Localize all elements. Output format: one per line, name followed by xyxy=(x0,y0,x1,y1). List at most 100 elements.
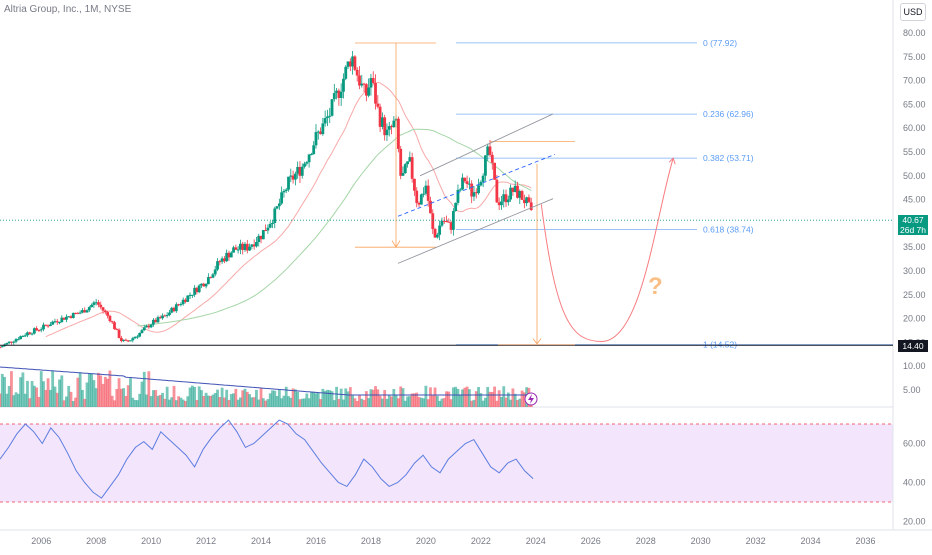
candle-body xyxy=(115,329,119,331)
projection-curve[interactable] xyxy=(540,158,674,342)
time-tick-label: 2018 xyxy=(361,536,381,546)
candle-body xyxy=(367,87,371,96)
volume-bar xyxy=(184,400,187,407)
candle-body xyxy=(35,328,39,331)
volume-bar xyxy=(474,391,478,407)
time-tick-label: 2026 xyxy=(581,536,601,546)
candle-body xyxy=(518,191,522,198)
channel-lower-line[interactable] xyxy=(397,198,554,264)
volume-bar xyxy=(328,390,332,407)
volume-bar xyxy=(264,400,268,407)
volume-bar xyxy=(122,388,126,407)
volume-bar xyxy=(310,391,313,407)
volume-bar xyxy=(502,386,506,407)
volume-bar xyxy=(511,388,515,407)
candle-body xyxy=(131,338,135,341)
volume-bar xyxy=(113,400,116,407)
volume-bar xyxy=(497,390,501,407)
candle-body xyxy=(99,304,103,308)
volume-bar xyxy=(145,394,148,407)
price-tick-label: 20.00 xyxy=(903,314,926,324)
volume-bar xyxy=(193,386,197,407)
candle-body xyxy=(472,192,476,197)
volume-bar xyxy=(243,388,247,407)
volume-bar xyxy=(152,390,155,407)
candle-body xyxy=(374,83,377,104)
candle-body xyxy=(236,249,240,251)
volume-bar xyxy=(195,400,199,407)
volume-bar xyxy=(241,390,245,407)
candle-body xyxy=(60,317,64,323)
candle-body xyxy=(172,307,176,312)
fibonacci-levels[interactable]: 0 (77.92) 0.236 (62.96) 0.382 (53.71) 0.618… xyxy=(456,38,893,350)
candle-body xyxy=(470,183,474,197)
volume-bar xyxy=(307,398,311,407)
volume-bar xyxy=(5,393,9,407)
candle-body xyxy=(202,283,206,287)
projection-arrow-head xyxy=(668,157,676,165)
candle-body xyxy=(509,187,513,200)
volume-bar xyxy=(342,399,345,407)
volume-bar xyxy=(209,395,213,407)
channel-mid-line[interactable] xyxy=(397,153,556,217)
candle-body xyxy=(222,258,226,262)
volume-bar xyxy=(330,391,334,407)
candle-body xyxy=(328,115,332,117)
volume-bar xyxy=(481,400,485,407)
candle-body xyxy=(197,285,201,293)
volume-bar xyxy=(76,377,80,407)
candle-body xyxy=(461,177,464,190)
volume-bar xyxy=(454,386,458,407)
volume-bar xyxy=(374,386,377,407)
volume-bar xyxy=(140,381,144,407)
price-tick-label: 30.00 xyxy=(903,266,926,276)
candle-body xyxy=(484,155,487,176)
volume-bar xyxy=(65,396,68,407)
candle-body xyxy=(165,314,169,316)
candle-body xyxy=(23,335,27,337)
volume-bar xyxy=(337,398,341,407)
volume-bar xyxy=(369,389,373,407)
candle-body xyxy=(522,199,526,204)
volume-bar xyxy=(218,397,222,407)
candle-body xyxy=(211,274,215,278)
candle-body xyxy=(110,321,114,323)
candle-body xyxy=(406,161,409,165)
volume-bar xyxy=(26,380,29,407)
candle-body xyxy=(168,312,171,315)
volume-bar xyxy=(293,389,297,407)
candle-body xyxy=(277,203,281,207)
volume-bar xyxy=(266,399,270,407)
time-tick-label: 2032 xyxy=(746,536,766,546)
candle-body xyxy=(287,176,290,190)
time-tick-label: 2034 xyxy=(801,536,821,546)
volume-bar xyxy=(438,400,442,407)
horizontal-level-badge: 14.40 xyxy=(898,340,928,352)
candle-body xyxy=(7,341,11,343)
candle-body xyxy=(449,222,453,230)
candle-body xyxy=(252,244,256,247)
candle-body xyxy=(422,193,426,195)
channel-upper-line[interactable] xyxy=(419,113,554,177)
drawings[interactable]: ? xyxy=(0,42,893,406)
fib-level-label: 0.236 (62.96) xyxy=(703,109,754,119)
candle-body xyxy=(424,185,428,194)
candle-body xyxy=(337,90,341,98)
candle-body xyxy=(101,307,105,311)
volume-bar xyxy=(390,396,393,407)
currency-button[interactable]: USD xyxy=(900,3,926,21)
candle-body xyxy=(500,201,503,206)
volume-bar xyxy=(305,393,309,407)
chart-title: Altria Group, Inc., 1M, NYSE xyxy=(4,4,132,15)
candle-body xyxy=(351,56,355,67)
volume-bar xyxy=(289,397,293,407)
candle-body xyxy=(55,321,59,323)
volume-bar xyxy=(477,387,480,407)
candle-body xyxy=(106,312,110,316)
candle-body xyxy=(158,317,162,319)
candle-body xyxy=(181,299,185,305)
candle-body xyxy=(293,173,297,180)
volume-bar xyxy=(81,389,84,407)
